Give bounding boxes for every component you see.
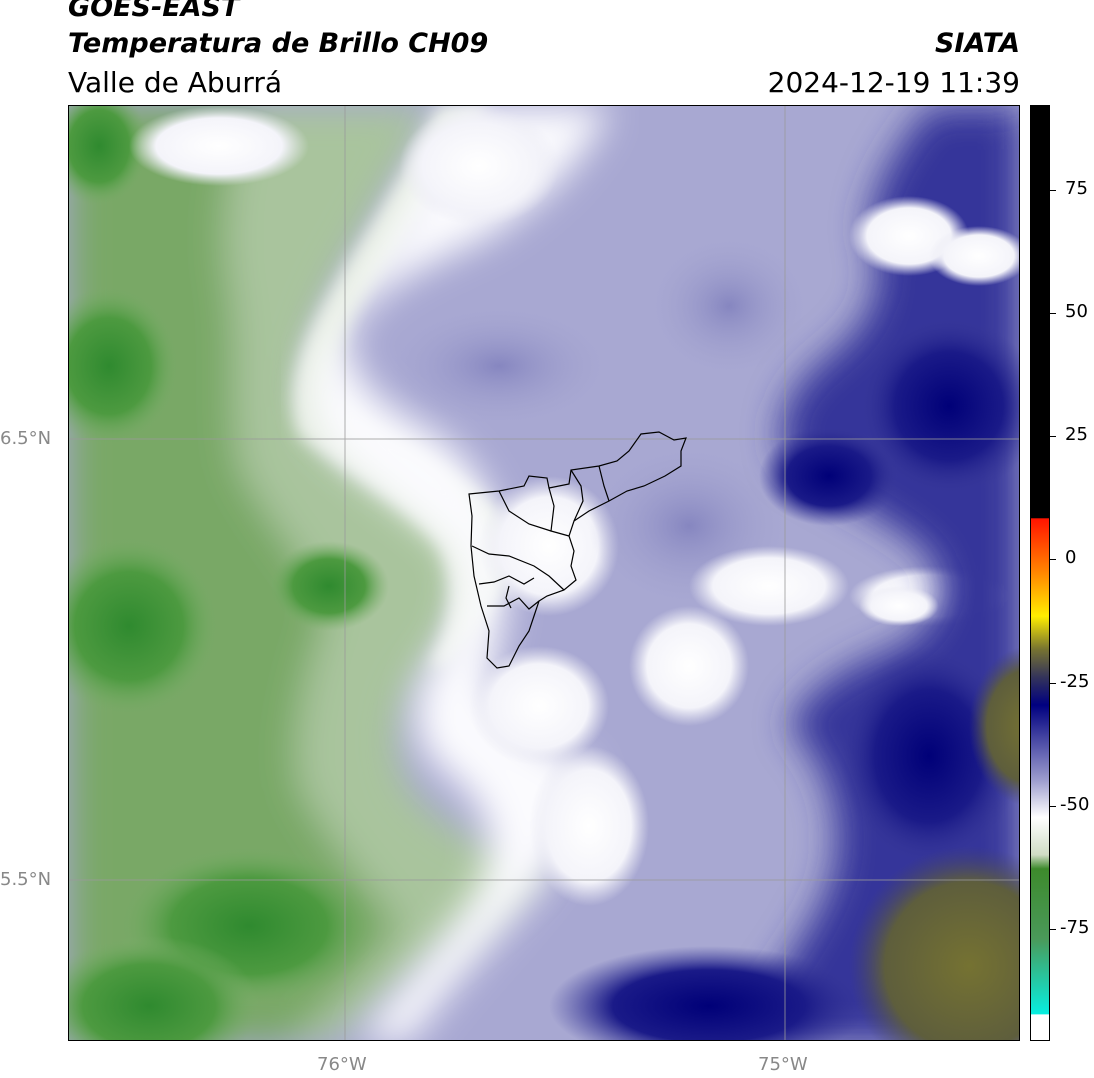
colorbar-label-25: 25 (1065, 424, 1088, 445)
agency-label: SIATA (934, 28, 1020, 59)
colorbar-label-neg25: -25 (1060, 671, 1090, 692)
product-title: Temperatura de Brillo CH09 (68, 28, 489, 59)
colorbar-label-neg50: -50 (1060, 794, 1090, 815)
colorbar-label-neg75: -75 (1060, 917, 1090, 938)
lat-label-5-5n: 5.5°N (0, 869, 52, 890)
colorbar-tick (1050, 190, 1056, 191)
colorbar (1030, 105, 1050, 1041)
colorbar-label-75: 75 (1065, 178, 1088, 199)
colorbar-label-50: 50 (1065, 301, 1088, 322)
lon-label-76w: 76°W (317, 1054, 367, 1075)
colorbar-tick (1050, 559, 1056, 560)
colorbar-tick (1050, 806, 1056, 807)
region-subtitle: Valle de Aburrá (68, 66, 283, 99)
colorbar-tick (1050, 683, 1056, 684)
colorbar-tick (1050, 436, 1056, 437)
lat-label-6-5n: 6.5°N (0, 428, 52, 449)
datetime-label: 2024-12-19 11:39 (767, 66, 1020, 99)
colorbar-tick (1050, 929, 1056, 930)
satellite-title: GOES-EAST (68, 0, 240, 23)
lon-label-75w: 75°W (758, 1054, 808, 1075)
brightness-temperature-map[interactable] (68, 105, 1020, 1041)
colorbar-tick (1050, 313, 1056, 314)
colorbar-label-0: 0 (1065, 547, 1077, 568)
valle-de-aburra-boundaries (468, 431, 687, 669)
